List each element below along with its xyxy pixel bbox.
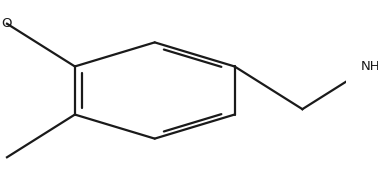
Text: NH: NH: [361, 60, 378, 73]
Text: O: O: [2, 17, 12, 30]
